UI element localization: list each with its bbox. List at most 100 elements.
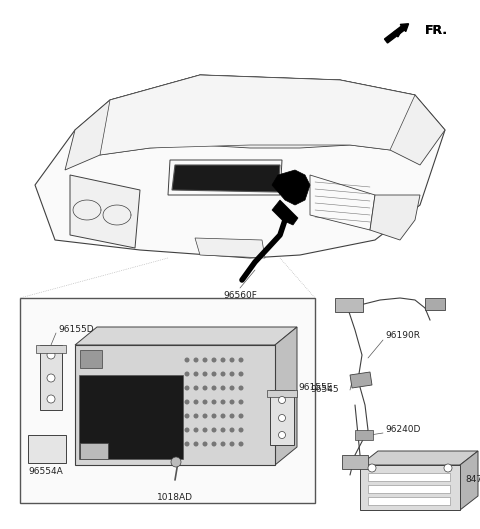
Circle shape [184,358,190,362]
Polygon shape [460,451,478,510]
Text: 96560F: 96560F [223,290,257,299]
Circle shape [220,358,226,362]
Circle shape [239,371,243,377]
Polygon shape [350,372,372,388]
Bar [79,375,183,459]
Text: 96155E: 96155E [298,384,332,393]
Polygon shape [360,451,478,465]
Circle shape [203,358,207,362]
Circle shape [212,358,216,362]
Circle shape [184,399,190,405]
Circle shape [184,371,190,377]
Circle shape [47,374,55,382]
Circle shape [47,395,55,403]
Circle shape [239,414,243,418]
Polygon shape [35,75,445,258]
Circle shape [212,414,216,418]
Circle shape [203,386,207,390]
Bar [360,465,460,510]
Circle shape [193,386,199,390]
Bar [368,497,450,505]
Polygon shape [275,327,297,465]
Circle shape [212,386,216,390]
Bar [342,455,368,469]
Circle shape [278,415,286,422]
Circle shape [444,464,452,472]
Circle shape [193,371,199,377]
Polygon shape [65,75,445,170]
Polygon shape [272,200,298,225]
Bar [80,443,108,459]
Circle shape [203,442,207,446]
Text: 96190R: 96190R [385,331,420,340]
Circle shape [184,386,190,390]
Bar [75,345,275,465]
Text: 96155D: 96155D [58,325,94,334]
Text: 84777D: 84777D [465,476,480,485]
Circle shape [229,358,235,362]
Circle shape [229,386,235,390]
Circle shape [47,351,55,359]
Circle shape [368,464,376,472]
Polygon shape [70,175,140,248]
Bar [368,485,450,493]
Bar [335,298,363,312]
Circle shape [193,442,199,446]
Text: 96554A: 96554A [28,468,63,477]
Circle shape [184,442,190,446]
Circle shape [212,442,216,446]
Bar [270,390,294,445]
Circle shape [193,427,199,433]
Circle shape [220,386,226,390]
Circle shape [184,427,190,433]
Circle shape [239,427,243,433]
Polygon shape [75,327,297,345]
Polygon shape [370,195,420,240]
Bar [267,390,297,397]
Text: 96545: 96545 [310,386,338,395]
Circle shape [203,371,207,377]
Circle shape [229,442,235,446]
Circle shape [239,386,243,390]
Circle shape [203,399,207,405]
Circle shape [229,371,235,377]
Text: FR.: FR. [425,23,448,37]
FancyArrow shape [384,24,408,43]
Bar [355,430,373,440]
Circle shape [212,399,216,405]
Circle shape [171,457,181,467]
Circle shape [193,414,199,418]
Polygon shape [100,75,415,155]
Circle shape [203,414,207,418]
Polygon shape [272,170,310,205]
Bar [28,435,66,463]
Polygon shape [195,238,265,258]
Circle shape [239,399,243,405]
Bar [80,350,102,368]
Circle shape [220,399,226,405]
Bar [20,298,315,503]
Bar [36,345,66,353]
Circle shape [278,432,286,439]
Text: FR.: FR. [425,23,448,37]
Polygon shape [172,165,280,192]
Circle shape [239,442,243,446]
Circle shape [220,427,226,433]
Bar [425,298,445,310]
Circle shape [193,399,199,405]
Text: 96240D: 96240D [385,425,420,434]
Circle shape [278,397,286,404]
Text: 1018AD: 1018AD [157,494,193,503]
Circle shape [239,358,243,362]
Circle shape [220,371,226,377]
Bar [40,345,62,410]
Circle shape [203,427,207,433]
Circle shape [220,414,226,418]
Circle shape [229,399,235,405]
Bar [368,473,450,481]
Circle shape [212,371,216,377]
Circle shape [212,427,216,433]
Circle shape [193,358,199,362]
Circle shape [229,414,235,418]
Circle shape [229,427,235,433]
